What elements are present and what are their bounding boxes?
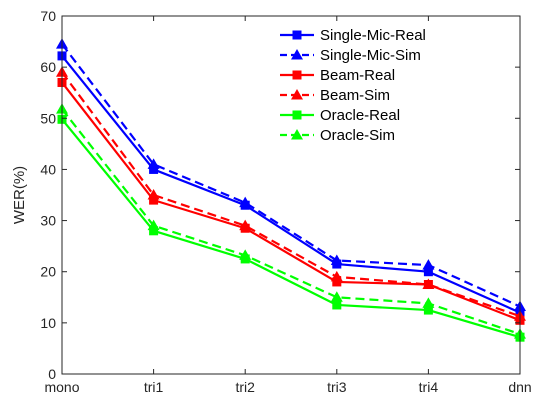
legend-label: Single-Mic-Sim <box>320 47 421 64</box>
legend-label: Oracle-Real <box>320 107 400 124</box>
legend-label: Beam-Real <box>320 67 395 84</box>
legend-marker-square <box>292 110 302 120</box>
axes-layer <box>61 15 521 375</box>
data-point-square <box>149 164 159 174</box>
y-tick-label: 10 <box>40 315 56 331</box>
y-tick-label: 20 <box>40 264 56 280</box>
x-tick-label: tri3 <box>327 379 347 395</box>
legend-item: Beam-Sim <box>280 87 390 104</box>
series-layer <box>56 38 526 342</box>
legend-label: Beam-Sim <box>320 87 390 104</box>
y-tick-label: 0 <box>48 366 56 382</box>
data-point-triangle <box>239 249 252 260</box>
legend-marker-square <box>292 30 302 40</box>
ticks-layer: 0 10 20 30 40 50 60 70 mono tri1 tri2 tri3 tri4 dnn <box>40 8 531 395</box>
series-line <box>61 118 521 339</box>
legend-item: Beam-Real <box>280 67 395 84</box>
axes-box <box>61 15 521 375</box>
x-tick-label: mono <box>44 379 79 395</box>
data-point-triangle <box>422 297 435 308</box>
data-point-triangle <box>330 291 343 302</box>
data-point-triangle <box>147 189 160 200</box>
legend-marker-square <box>292 70 302 80</box>
legend-item: Oracle-Real <box>280 107 400 124</box>
series-line <box>61 43 521 308</box>
legend: Single-Mic-Real Single-Mic-Sim Beam-Real Be… <box>280 27 426 144</box>
y-tick-label: 50 <box>40 110 56 126</box>
y-axis-label: WER(%) <box>11 166 28 224</box>
data-point-triangle <box>147 158 160 169</box>
legend-item: Single-Mic-Sim <box>280 47 421 64</box>
x-tick-label: dnn <box>508 379 531 395</box>
x-tick-label: tri2 <box>235 379 255 395</box>
data-point-square <box>423 267 433 277</box>
legend-item: Single-Mic-Real <box>280 27 426 44</box>
legend-item: Oracle-Sim <box>280 127 395 144</box>
legend-marker-triangle <box>291 49 303 60</box>
series-line <box>61 71 521 318</box>
data-point-square <box>423 305 433 315</box>
y-tick-label: 70 <box>40 8 56 24</box>
y-tick-label: 40 <box>40 161 56 177</box>
data-point-triangle <box>239 196 252 208</box>
data-point-triangle <box>147 219 160 231</box>
series-line <box>61 55 521 314</box>
data-point-triangle <box>330 270 343 282</box>
data-point-square <box>149 226 159 236</box>
data-point-triangle <box>239 219 252 231</box>
data-point-triangle <box>330 254 343 265</box>
x-tick-label: tri1 <box>144 379 164 395</box>
series-line <box>61 108 521 336</box>
plot-background <box>62 16 520 374</box>
legend-marker-triangle <box>291 129 303 140</box>
data-point-square <box>332 300 342 310</box>
legend-label: Oracle-Sim <box>320 127 395 144</box>
x-tick-label: tri4 <box>419 379 439 395</box>
data-point-square <box>149 195 159 205</box>
legend-label: Single-Mic-Real <box>320 27 426 44</box>
y-tick-label: 30 <box>40 213 56 229</box>
legend-marker-triangle <box>291 89 303 100</box>
data-point-triangle <box>422 278 435 289</box>
plot-area <box>62 16 520 374</box>
data-point-square <box>332 277 342 287</box>
y-tick-label: 60 <box>40 59 56 75</box>
data-point-triangle <box>422 259 435 270</box>
